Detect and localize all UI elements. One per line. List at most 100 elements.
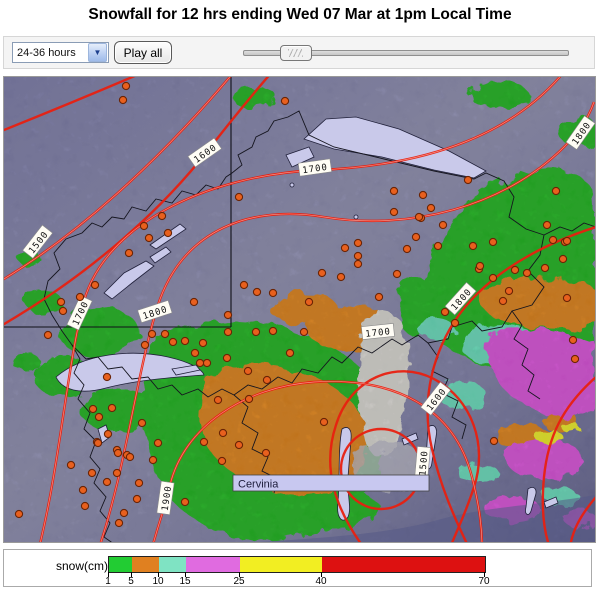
station-dot[interactable] [562,293,572,303]
station-dot[interactable] [319,417,329,427]
station-dot[interactable] [243,366,253,376]
play-all-button[interactable]: Play all [114,41,172,64]
station-dot[interactable] [189,297,199,307]
station-dot[interactable] [268,326,278,336]
station-dot[interactable] [262,375,272,385]
station-dot[interactable] [124,248,134,258]
station-dot[interactable] [558,254,568,264]
station-dot[interactable] [374,292,384,302]
station-dot[interactable] [468,241,478,251]
station-dot[interactable] [180,497,190,507]
station-dot[interactable] [392,269,402,279]
station-dot[interactable] [113,448,123,458]
station-dot[interactable] [438,220,448,230]
station-dot[interactable] [222,353,232,363]
station-dot[interactable] [252,287,262,297]
station-dot[interactable] [148,455,158,465]
station-dot[interactable] [140,340,150,350]
station-dot[interactable] [426,203,436,213]
station-dot[interactable] [304,297,314,307]
station-dot[interactable] [121,81,131,91]
station-dot[interactable] [498,296,508,306]
station-dot[interactable] [43,330,53,340]
station-dot[interactable] [56,297,66,307]
chevron-down-icon[interactable]: ▼ [88,43,107,62]
station-dot[interactable] [14,509,24,519]
station-dot[interactable] [107,403,117,413]
station-dot[interactable] [153,438,163,448]
station-dot[interactable] [540,263,550,273]
station-dot[interactable] [139,221,149,231]
station-dot[interactable] [504,286,514,296]
station-dot[interactable] [132,494,142,504]
station-dot[interactable] [548,235,558,245]
station-dot[interactable] [340,243,350,253]
station-dot[interactable] [217,456,227,466]
station-dot[interactable] [114,518,124,528]
station-dot[interactable] [414,212,424,222]
station-dot[interactable] [418,190,428,200]
station-dot[interactable] [299,327,309,337]
station-dot[interactable] [234,192,244,202]
station-dot[interactable] [157,211,167,221]
station-dot[interactable] [144,233,154,243]
station-dot[interactable] [336,272,346,282]
station-dot[interactable] [94,412,104,422]
station-dot[interactable] [88,404,98,414]
station-dot[interactable] [195,358,205,368]
station-dot[interactable] [568,335,578,345]
station-dot[interactable] [218,428,228,438]
station-dot[interactable] [551,186,561,196]
station-dot[interactable] [80,501,90,511]
station-dot[interactable] [102,372,112,382]
station-dot[interactable] [78,485,88,495]
station-dot[interactable] [234,440,244,450]
station-dot[interactable] [510,265,520,275]
station-dot[interactable] [102,477,112,487]
station-dot[interactable] [199,437,209,447]
station-dot[interactable] [562,236,572,246]
station-dot[interactable] [223,327,233,337]
station-dot[interactable] [223,310,233,320]
station-dot[interactable] [244,394,254,404]
station-dot[interactable] [119,508,129,518]
station-dot[interactable] [488,237,498,247]
station-dot[interactable] [134,478,144,488]
station-dot[interactable] [285,348,295,358]
station-dot[interactable] [353,251,363,261]
station-dot[interactable] [353,238,363,248]
station-dot[interactable] [570,354,580,364]
station-dot[interactable] [317,268,327,278]
snowfall-map[interactable]: 1500 1600 1700 1700 1800 1800 1800 1900 1700 1600… [3,76,596,543]
station-dot[interactable] [450,318,460,328]
station-dot[interactable] [463,175,473,185]
station-dot[interactable] [58,306,68,316]
station-dot[interactable] [542,220,552,230]
station-dot[interactable] [475,261,485,271]
station-dot[interactable] [389,207,399,217]
station-dot[interactable] [168,337,178,347]
station-dot[interactable] [112,468,122,478]
station-dot[interactable] [239,280,249,290]
station-dot[interactable] [118,95,128,105]
frame-slider-handle[interactable] [279,45,312,61]
station-dot[interactable] [251,327,261,337]
station-dot[interactable] [90,280,100,290]
station-dot[interactable] [137,418,147,428]
station-dot[interactable] [411,232,421,242]
station-dot[interactable] [440,307,450,317]
station-dot[interactable] [261,448,271,458]
station-dot[interactable] [103,429,113,439]
station-dot[interactable] [389,186,399,196]
station-dot[interactable] [93,438,103,448]
station-dot[interactable] [489,436,499,446]
station-dot[interactable] [190,348,200,358]
station-dot[interactable] [268,288,278,298]
station-dot[interactable] [66,460,76,470]
station-dot[interactable] [198,338,208,348]
station-dot[interactable] [163,228,173,238]
time-range-select[interactable]: 24-36 hours ▼ [12,42,109,63]
station-dot[interactable] [488,273,498,283]
station-dot[interactable] [280,96,290,106]
